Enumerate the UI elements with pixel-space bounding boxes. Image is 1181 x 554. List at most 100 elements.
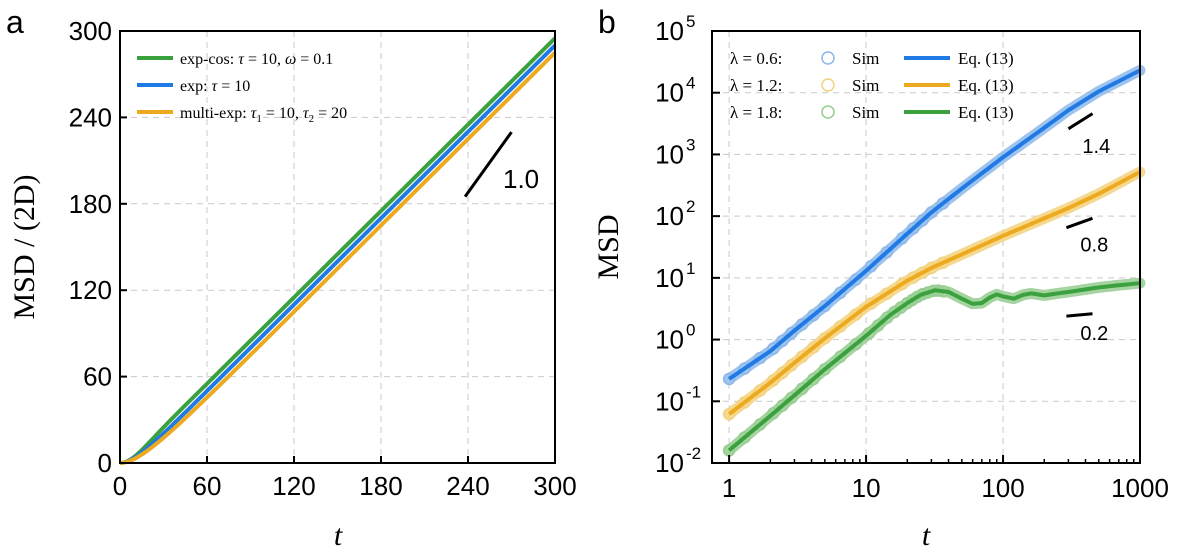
panel-b-x-label: t xyxy=(922,519,931,552)
panel-a-legend-entry-multi-exp: multi-exp: τ1 = 10, τ2 = 20 xyxy=(180,105,347,125)
legend-param-symbol: τ xyxy=(238,51,245,68)
legend-lambda: λ = 1.2: xyxy=(730,76,782,95)
panel-b-legend-sim-label: Sim xyxy=(852,76,879,95)
panel-a-x-tick-label-180: 180 xyxy=(359,471,402,501)
panel-b-slope-line-0.2 xyxy=(1066,312,1093,318)
legend-param-symbol: ω xyxy=(285,51,296,68)
legend-param-symbol: τ xyxy=(251,105,258,122)
legend-lambda: λ = 0.6: xyxy=(730,49,782,68)
panel-b-sim-point xyxy=(864,297,878,310)
panel-b-legend-theory-label: Eq. (13) xyxy=(958,103,1014,122)
panel-b-y-tick-exponent-3: 3 xyxy=(686,135,695,154)
panel-b-y-tick-label-4: 10 xyxy=(655,78,684,108)
panel-b-sim-point xyxy=(849,273,863,286)
panel-b-legend-sim-label: Sim xyxy=(852,103,879,122)
panel-a-ticks: 0 60 120 180 240 300 0 60 120 180 240 300 xyxy=(69,16,577,501)
panel-b-legend-lambda-3: λ = 1.8: xyxy=(730,103,782,122)
panel-b-legend-sim-marker xyxy=(821,78,835,92)
panel-a-x-label: t xyxy=(334,519,343,552)
panel-b-y-tick-label-0: 10 xyxy=(655,325,684,355)
panel-b-sim-point xyxy=(936,256,950,270)
panel-b-sim-point xyxy=(864,259,878,273)
panel-a-legend: exp-cos: τ = 10, ω = 0.1 exp: τ = 10 multi… xyxy=(137,51,347,125)
panel-b-sim-point xyxy=(738,431,751,444)
panel-a-x-tick-label-0: 0 xyxy=(113,471,127,501)
panel-b-lines xyxy=(722,64,1146,457)
panel-b-frame xyxy=(711,30,1141,464)
panel-b-sim-point xyxy=(767,342,780,355)
panel-a-slope-line xyxy=(463,131,513,198)
panel-b-slope-label-0.8: 0.8 xyxy=(1080,235,1108,257)
panel-b-sim-point xyxy=(767,407,780,420)
panel-b-sim-point xyxy=(925,261,938,275)
panel-b-sim-point xyxy=(880,287,893,300)
panel-b-sim-point xyxy=(807,372,820,386)
panel-b-y-tick-label-3: 10 xyxy=(655,139,684,169)
tick-base: 10 xyxy=(655,325,684,355)
panel-a-y-tick-label-180: 180 xyxy=(69,189,112,219)
panel-b-legend-theory-label: Eq. (13) xyxy=(958,76,1014,95)
legend-param-value: = 10, xyxy=(262,105,299,122)
panel-a-x-tick-label-300: 300 xyxy=(533,471,576,501)
panel-b-sim-point xyxy=(849,308,863,321)
panel-b-sim-point xyxy=(795,350,809,363)
tick-base: 10 xyxy=(655,16,684,46)
panel-b-y-label: MSD xyxy=(592,214,625,279)
panel-b-sim-point xyxy=(738,396,751,409)
panel-b-sim-point xyxy=(818,299,832,313)
panel-b-series-1 xyxy=(722,64,1146,386)
panel-b-y-tick-exponent-5: 5 xyxy=(686,12,695,31)
panel-a-x-tick-label-60: 60 xyxy=(193,471,222,501)
panel-b-sim-point xyxy=(862,326,876,340)
panel-a-x-tick-label-120: 120 xyxy=(272,471,315,501)
panel-b-y-tick-exponent-2: 2 xyxy=(686,197,695,216)
tick-base: 10 xyxy=(655,263,684,293)
panel-b-y-tick-label--1: 10 xyxy=(655,386,684,416)
panel-b-y-tick-label--2: 10 xyxy=(655,448,684,478)
legend-param-subscript: 1 xyxy=(256,113,262,125)
panel-b-theory-line-1 xyxy=(727,68,1141,381)
panel-label-a: a xyxy=(6,4,24,40)
panel-b-legend: λ = 0.6: Sim Eq. (13) λ = 1.2: Sim Eq. (13) λ … xyxy=(730,49,1014,122)
panel-b-slope-line-1.4 xyxy=(1067,112,1094,131)
panel-b-y-tick-label-1: 10 xyxy=(655,263,684,293)
panel-b-legend-lambda-1: λ = 0.6: xyxy=(730,49,782,68)
panel-b-sim-point xyxy=(785,391,798,405)
panel-b-sim-point xyxy=(895,277,909,291)
panel-a-y-tick-label-120: 120 xyxy=(69,275,112,305)
tick-base: 10 xyxy=(655,78,684,108)
panel-b-sim-point xyxy=(894,301,908,314)
legend-param-symbol: τ xyxy=(303,105,310,122)
panel-a-x-tick-label-240: 240 xyxy=(446,471,489,501)
panel-b-sim-point xyxy=(818,363,832,376)
panel-b-theory-line-2 xyxy=(727,170,1141,416)
panel-b-sim-point xyxy=(776,334,789,348)
panel-b-sim-point xyxy=(936,197,950,210)
panel-b-sim-point xyxy=(849,337,863,351)
panel-b-sim-point xyxy=(895,232,909,245)
panel-b-x-tick-label-1: 1 xyxy=(722,473,736,503)
panel-b-sim-point xyxy=(807,308,820,322)
panel-b-y-tick-exponent-1: 1 xyxy=(686,259,695,278)
panel-b-sim-point xyxy=(907,222,920,235)
panel-b-sim-point xyxy=(880,246,893,259)
panel-b-sim-point xyxy=(834,286,847,300)
panel-b-y-tick-exponent--1: -1 xyxy=(686,382,701,401)
panel-b-x-tick-label-100: 100 xyxy=(981,473,1024,503)
panel-label-b: b xyxy=(598,4,616,40)
panel-b-sim-point xyxy=(818,332,832,345)
panel-b-sim-point xyxy=(785,359,798,372)
legend-param-subscript: 2 xyxy=(309,113,315,125)
panel-b-sim-point xyxy=(871,319,885,332)
legend-param-symbol: τ xyxy=(212,78,219,95)
panel-b-series-3 xyxy=(722,277,1146,457)
panel-a-y-label: MSD / (2D) xyxy=(8,174,41,319)
legend-param-value: = 0.1 xyxy=(296,51,333,68)
tick-base: 10 xyxy=(655,386,684,416)
panel-b-slope-label-0.2: 0.2 xyxy=(1080,323,1108,345)
legend-param-value: = 20 xyxy=(314,105,347,122)
panel-b-legend-sim-marker xyxy=(821,51,835,65)
legend-lambda: λ = 1.8: xyxy=(730,103,782,122)
